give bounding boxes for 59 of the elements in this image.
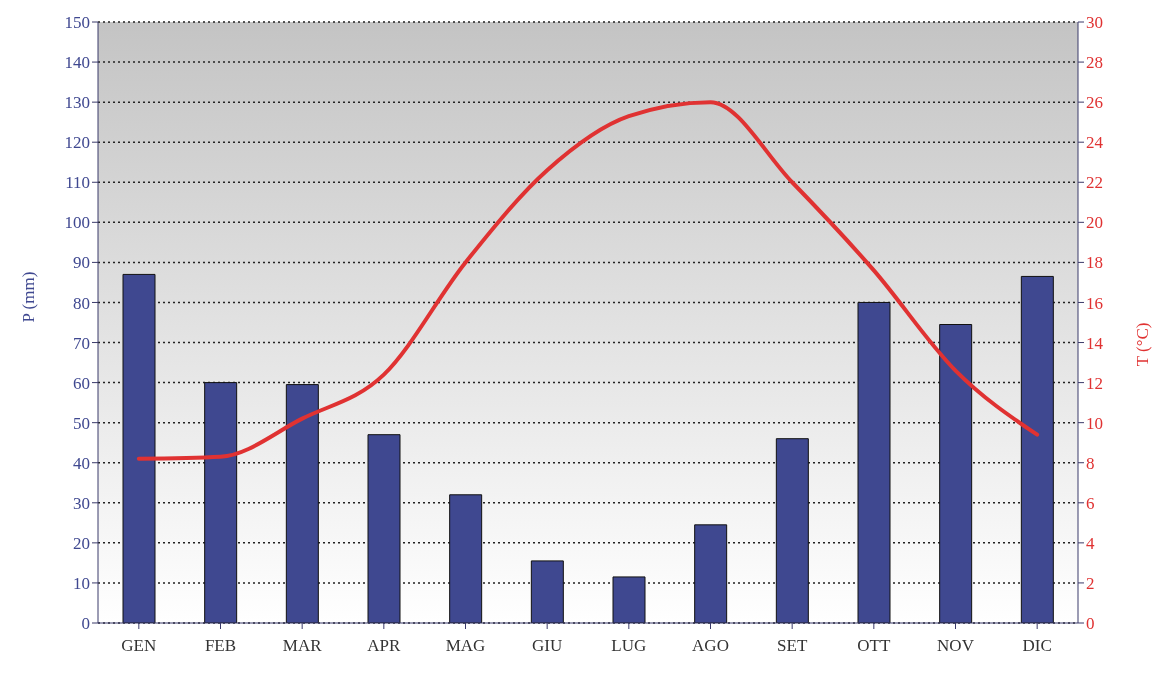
y-axis-title: P (mm)	[19, 271, 39, 323]
y-tick-label: 110	[65, 173, 90, 193]
x-tick-label: AGO	[692, 636, 729, 656]
y2-tick-label: 0	[1086, 614, 1095, 634]
y-tick-label: 90	[73, 253, 90, 273]
x-tick-label: MAG	[445, 636, 486, 656]
y2-axis-title: T (°C)	[1133, 322, 1153, 367]
bar	[285, 384, 319, 623]
x-tick-label: NOV	[937, 636, 975, 656]
x-tick-label: GEN	[121, 636, 157, 656]
y-tick-label: 120	[64, 133, 90, 153]
y2-tick-label: 28	[1086, 53, 1103, 73]
x-tick-label: FEB	[204, 636, 237, 656]
y-tick-label: 50	[73, 413, 90, 433]
x-tick-label: SET	[777, 636, 808, 656]
y2-tick-label: 4	[1086, 533, 1095, 553]
y-tick-label: 30	[73, 493, 90, 513]
y-tick-label: 40	[73, 453, 90, 473]
y2-tick-label: 12	[1086, 373, 1103, 393]
x-tick-label: MAR	[282, 636, 323, 656]
y2-tick-label: 8	[1086, 453, 1095, 473]
x-tick-label: OTT	[857, 636, 891, 656]
y2-tick-label: 6	[1086, 493, 1095, 513]
y-tick-label: 100	[64, 213, 90, 233]
y-tick-label: 80	[73, 293, 90, 313]
y2-tick-label: 14	[1086, 333, 1104, 353]
y-tick-label: 130	[64, 93, 90, 113]
bar	[449, 494, 483, 623]
bar	[122, 273, 156, 623]
x-tick-label: GIU	[532, 636, 563, 656]
bar	[530, 560, 564, 623]
y-tick-label: 20	[73, 533, 90, 553]
y2-tick-label: 16	[1086, 293, 1103, 313]
y2-tick-label: 22	[1086, 173, 1103, 193]
y-tick-label: 0	[81, 614, 90, 634]
bar	[367, 434, 401, 623]
y2-tick-label: 20	[1086, 213, 1103, 233]
y-tick-label: 70	[73, 333, 90, 353]
line-series	[136, 100, 1040, 461]
y2-tick-label: 24	[1086, 133, 1104, 153]
y2-tick-label: 18	[1086, 253, 1103, 273]
y2-tick-label: 30	[1086, 13, 1103, 33]
y-tick-label: 150	[64, 13, 90, 33]
x-tick-label: LUG	[611, 636, 647, 656]
bar	[1020, 275, 1054, 623]
y-tick-label: 10	[73, 573, 90, 593]
bar	[612, 576, 646, 623]
x-tick-label: APR	[367, 636, 402, 656]
bar	[857, 301, 891, 623]
y2-tick-label: 2	[1086, 573, 1095, 593]
y2-tick-label: 10	[1086, 413, 1103, 433]
bar	[204, 382, 238, 623]
bar	[939, 324, 973, 623]
y2-tick-label: 26	[1086, 93, 1103, 113]
x-tick-label: DIC	[1022, 636, 1052, 656]
bar	[775, 438, 809, 623]
y-tick-label: 60	[73, 373, 90, 393]
bar	[694, 524, 728, 623]
y-tick-label: 140	[64, 53, 90, 73]
